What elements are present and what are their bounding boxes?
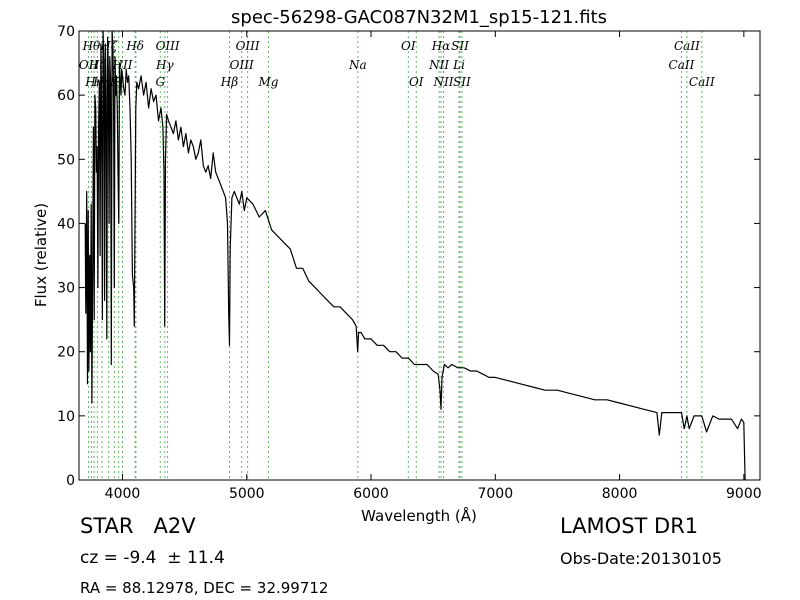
spectral-line-label: OIII xyxy=(236,39,260,53)
spectral-line-label: OI xyxy=(401,39,416,53)
chart-title: spec-56298-GAC087N32M1_sp15-121.fits xyxy=(231,7,607,28)
spectral-line-label: K xyxy=(109,75,120,89)
x-tick-label: 7000 xyxy=(477,486,513,502)
object-class: STAR A2V xyxy=(80,514,196,538)
spectral-line-label: CaII xyxy=(674,39,700,53)
spectral-line-label: Li xyxy=(452,58,465,72)
x-tick-label: 6000 xyxy=(353,486,389,502)
spectral-line-label: Hα xyxy=(431,39,451,53)
spectral-line-label: OIII xyxy=(156,39,180,53)
y-tick-label: 10 xyxy=(57,409,75,425)
x-tick-label: 4000 xyxy=(105,486,141,502)
y-tick-label: 30 xyxy=(57,281,75,297)
spectral-line-label: Mg xyxy=(258,75,279,89)
observation-date: Obs-Date:20130105 xyxy=(560,549,722,568)
spectral-line-label: Hζ xyxy=(99,39,118,53)
y-tick-label: 0 xyxy=(66,473,75,489)
plot-frame xyxy=(78,30,761,481)
redshift-value: cz = -9.4 ± 11.4 xyxy=(80,548,225,568)
spectral-line-label: Hγ xyxy=(155,58,174,72)
spectral-line-label: Hβ xyxy=(220,75,238,89)
survey-name: LAMOST DR1 xyxy=(560,514,699,538)
spectral-line-label: NII xyxy=(428,58,449,72)
spectral-line-label: OIII xyxy=(230,58,254,72)
y-tick-label: 50 xyxy=(57,152,75,168)
spectral-line-labels: OIIHθHηHζHηHζKHHIIHδGHγOIIIHβOIIIOIIIMgN… xyxy=(79,39,715,89)
y-tick-label: 20 xyxy=(57,345,75,361)
y-tick-label: 70 xyxy=(57,24,75,40)
spectral-line-label: OI xyxy=(409,75,424,89)
y-tick-label: 60 xyxy=(57,88,75,104)
x-tick-label: 5000 xyxy=(229,486,265,502)
spectral-line-label: G xyxy=(155,75,165,89)
x-axis-ticks: 4000 5000 6000 7000 8000 9000 xyxy=(105,31,762,502)
spectral-line-label: CaII xyxy=(689,75,715,89)
spectrum-line xyxy=(84,30,746,481)
spectral-line-label: OII xyxy=(79,58,99,72)
spectral-line-label: HII xyxy=(112,58,133,72)
x-tick-label: 9000 xyxy=(726,486,762,502)
x-tick-label: 8000 xyxy=(602,486,638,502)
y-axis-ticks: 0 10 20 30 40 50 60 70 xyxy=(57,24,760,489)
spectral-line-label: Hδ xyxy=(125,39,144,53)
spectral-line-label: NII xyxy=(432,75,453,89)
spectral-line-label: SII xyxy=(451,39,469,53)
spectral-line-label: Na xyxy=(348,58,367,72)
coordinates: RA = 88.12978, DEC = 32.99712 xyxy=(80,579,329,597)
y-axis-label: Flux (relative) xyxy=(32,203,50,307)
y-tick-label: 40 xyxy=(57,216,75,232)
x-axis-label: Wavelength (Å) xyxy=(361,506,477,525)
spectral-line-label: CaII xyxy=(669,58,695,72)
spectral-line-markers xyxy=(88,31,703,480)
spectral-line-label: SII xyxy=(453,75,471,89)
spectral-line-label: Hθ xyxy=(82,39,101,53)
